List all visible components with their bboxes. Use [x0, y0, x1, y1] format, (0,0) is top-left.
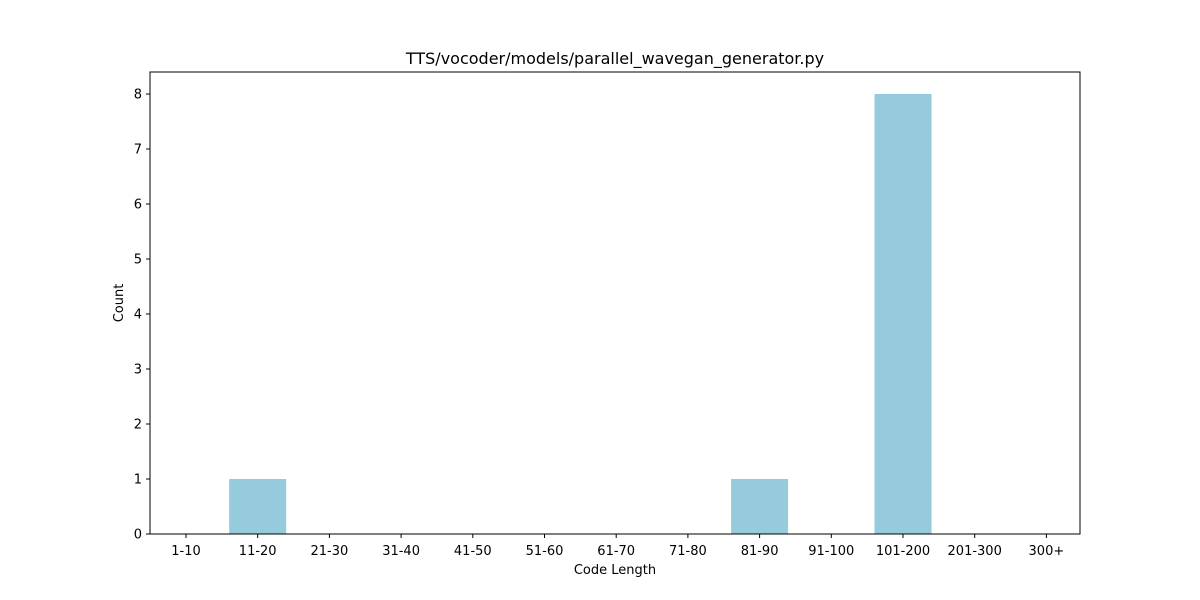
y-tick-label: 5 — [134, 253, 142, 268]
x-tick-label: 21-30 — [311, 544, 349, 559]
x-tick-label: 11-20 — [239, 544, 277, 559]
y-tick-label: 1 — [134, 473, 142, 488]
x-tick-label: 91-100 — [808, 544, 854, 559]
y-tick-label: 6 — [134, 198, 142, 213]
x-tick-label: 201-300 — [948, 544, 1002, 559]
x-tick-label: 41-50 — [454, 544, 492, 559]
y-tick-label: 7 — [134, 143, 142, 158]
x-axis: 1-10 11-20 21-30 31-40 41-50 51-60 61-70 71-80 8… — [171, 534, 1064, 559]
x-tick-label: 300+ — [1029, 544, 1065, 559]
y-tick-label: 0 — [134, 528, 142, 543]
plot-frame — [149, 71, 1081, 535]
x-tick-label: 81-90 — [741, 544, 779, 559]
bar-11-20 — [229, 479, 287, 534]
x-tick-label: 51-60 — [526, 544, 564, 559]
y-tick-label: 4 — [134, 308, 142, 323]
x-tick-label: 31-40 — [382, 544, 420, 559]
x-axis-label: Code Length — [574, 563, 656, 578]
x-tick-label: 61-70 — [597, 544, 635, 559]
chart-title: TTS/vocoder/models/parallel_wavegan_gene… — [405, 49, 824, 69]
bar-81-90 — [731, 479, 789, 534]
bar-101-200 — [874, 94, 932, 534]
y-axis: 0 1 2 3 4 5 6 7 8 — [134, 88, 150, 543]
x-tick-label: 71-80 — [669, 544, 707, 559]
y-tick-label: 8 — [134, 88, 142, 103]
x-tick-label: 1-10 — [171, 544, 201, 559]
x-tick-label: 101-200 — [876, 544, 930, 559]
bars-group — [229, 94, 932, 534]
y-tick-label: 3 — [134, 363, 142, 378]
y-tick-label: 2 — [134, 418, 142, 433]
y-axis-label: Count — [112, 284, 127, 323]
